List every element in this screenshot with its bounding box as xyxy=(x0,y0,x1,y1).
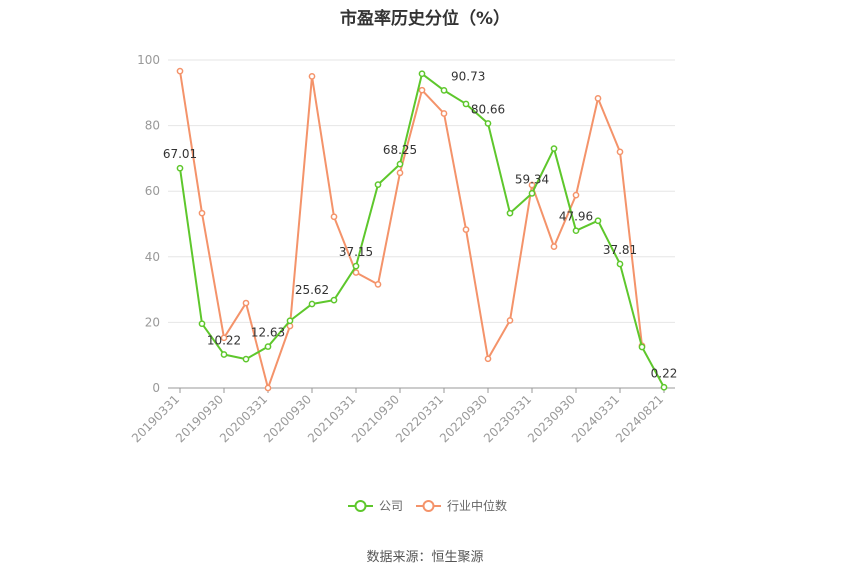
data-point xyxy=(352,269,360,276)
data-point xyxy=(286,317,294,325)
data-point xyxy=(374,181,382,188)
data-point xyxy=(352,262,360,270)
data-label: 47.96 xyxy=(559,210,593,224)
x-axis xyxy=(168,387,675,393)
y-tick-label: 60 xyxy=(145,184,160,198)
data-point xyxy=(242,355,250,363)
data-point xyxy=(484,120,492,127)
data-point xyxy=(330,213,338,221)
data-point xyxy=(528,190,536,197)
data-point xyxy=(440,87,448,94)
chart-title: 市盈率历史分位（%） xyxy=(339,9,511,29)
data-point xyxy=(616,148,624,156)
data-point xyxy=(418,70,426,78)
data-point xyxy=(264,384,272,392)
data-label: 12.63 xyxy=(251,326,285,340)
data-point xyxy=(418,86,426,94)
data-point xyxy=(572,227,580,235)
data-point xyxy=(330,296,338,304)
legend-label: 公司 xyxy=(379,499,403,513)
legend-swatch-marker xyxy=(422,500,435,512)
legend-label: 行业中位数 xyxy=(447,498,507,513)
data-point xyxy=(308,300,316,308)
data-point xyxy=(176,164,184,172)
y-tick-label: 100 xyxy=(137,53,160,67)
data-point xyxy=(616,260,624,268)
data-point xyxy=(638,343,646,351)
series-lines xyxy=(176,67,668,392)
data-point xyxy=(308,73,316,80)
data-point xyxy=(462,226,470,233)
data-labels: 67.01 10.22 12.63 25.62 37.15 68.25 90.73 80.66… xyxy=(163,69,678,380)
x-axis-ticks: 2019033120190930202003312020093020210331… xyxy=(129,392,666,445)
data-point xyxy=(220,351,228,358)
series-line-0 xyxy=(179,72,665,388)
data-label: 37.15 xyxy=(339,245,373,259)
data-label: 0.22 xyxy=(651,366,678,380)
legend: 公司 行业中位数 xyxy=(348,498,507,513)
data-point xyxy=(528,181,536,189)
data-point xyxy=(550,243,558,250)
y-tick-label: 20 xyxy=(145,315,160,329)
y-tick-label: 40 xyxy=(145,250,160,264)
data-point xyxy=(396,169,404,177)
grid-lines xyxy=(168,59,675,323)
data-point xyxy=(440,110,448,117)
data-point xyxy=(242,299,250,307)
y-tick-label: 80 xyxy=(145,119,160,133)
data-label: 10.22 xyxy=(207,333,241,347)
data-point xyxy=(176,67,184,75)
data-point xyxy=(484,355,492,363)
data-point xyxy=(462,100,470,108)
legend-swatch-marker xyxy=(354,500,367,512)
data-point xyxy=(572,191,580,199)
data-point xyxy=(396,160,404,168)
data-point xyxy=(660,383,668,391)
y-tick-label: 0 xyxy=(152,381,160,395)
data-label: 59.34 xyxy=(515,172,549,186)
source-note: 数据来源：恒生聚源 xyxy=(366,550,484,565)
data-point xyxy=(550,145,558,152)
data-point xyxy=(506,209,514,217)
data-label: 90.73 xyxy=(451,69,485,83)
data-label: 80.66 xyxy=(471,102,505,116)
data-label: 25.62 xyxy=(295,283,329,297)
data-point xyxy=(198,209,206,217)
y-axis-ticks: 0 20 40 60 80 100 xyxy=(137,53,160,395)
data-point xyxy=(264,343,272,350)
data-point xyxy=(220,334,228,342)
data-point xyxy=(594,95,602,102)
data-label: 68.25 xyxy=(383,143,417,157)
data-label: 37.81 xyxy=(603,243,637,257)
data-label: 67.01 xyxy=(163,147,197,161)
data-point xyxy=(506,317,514,324)
series-line-1 xyxy=(179,70,643,389)
x-tick-label: 20240821 xyxy=(613,392,666,445)
data-point xyxy=(374,281,382,288)
data-point xyxy=(594,217,602,225)
data-point xyxy=(198,320,206,328)
